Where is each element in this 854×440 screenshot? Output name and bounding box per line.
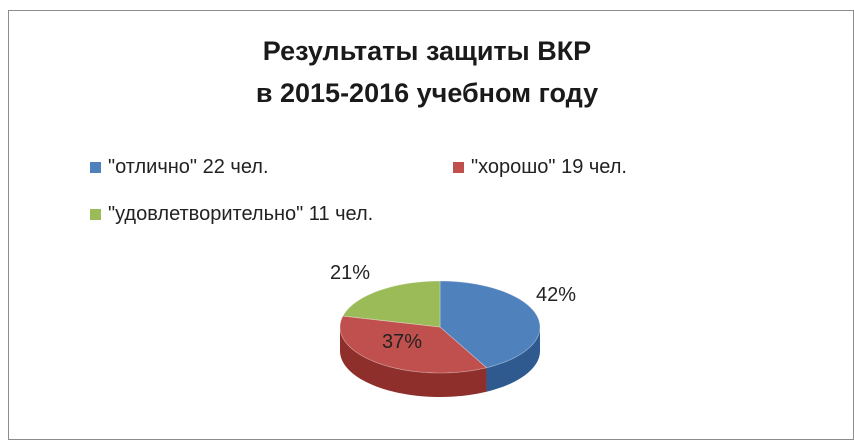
legend-item-excellent: "отлично" 22 чел.: [90, 156, 269, 179]
legend-label-satisfactory: "удовлетворительно" 11 чел.: [108, 203, 374, 225]
legend-swatch-satisfactory: [90, 209, 101, 220]
data-label-satisfactory: 21%: [330, 262, 371, 284]
chart-title-line-2: в 2015-2016 учебном году: [255, 78, 599, 108]
pie-side-excellent: [486, 327, 540, 392]
pie-slice-satisfactory: [342, 280, 441, 328]
chart-title: Результаты защиты ВКР в 2015-2016 учебно…: [0, 30, 854, 114]
legend-label-excellent: "отлично" 22 чел.: [108, 156, 269, 178]
data-label-excellent: 42%: [536, 284, 577, 306]
pie-slice-excellent: [439, 280, 541, 369]
legend-item-good: "хорошо" 19 чел.: [453, 156, 627, 179]
chart-title-line-1: Результаты защиты ВКР: [262, 36, 592, 66]
legend-swatch-excellent: [90, 162, 101, 173]
legend-item-satisfactory: "удовлетворительно" 11 чел.: [90, 203, 373, 226]
data-label-good: 37%: [382, 331, 423, 353]
legend-label-good: "хорошо" 19 чел.: [471, 156, 627, 178]
legend-swatch-good: [453, 162, 464, 173]
pie-side-good: [340, 327, 487, 397]
pie-slice-good: [339, 315, 488, 374]
